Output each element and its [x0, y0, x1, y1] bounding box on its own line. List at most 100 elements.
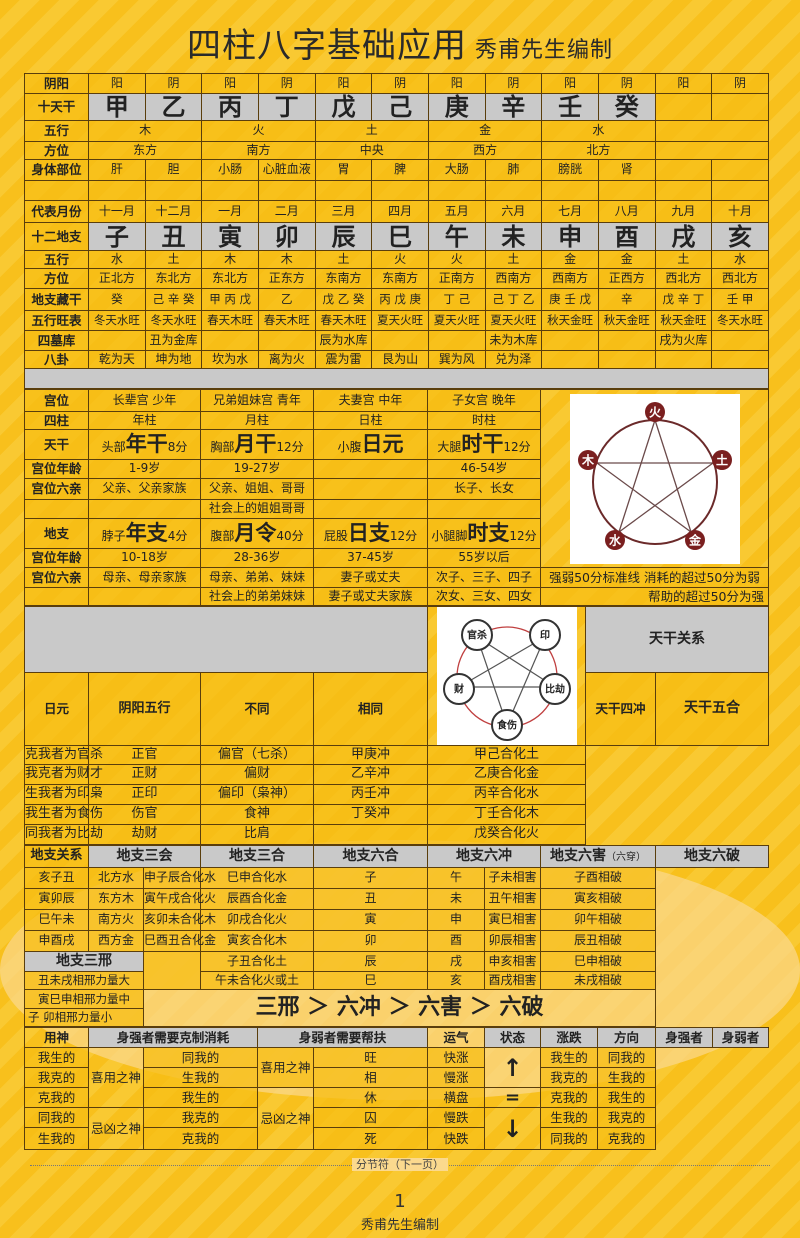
- cell: 正东方: [257, 268, 316, 289]
- cell: [201, 330, 259, 351]
- cell: 五月: [427, 200, 486, 223]
- col-header: 方向: [597, 1027, 657, 1048]
- cell: 水: [88, 250, 146, 269]
- cell: [711, 350, 769, 369]
- shishen-node: 财: [453, 683, 464, 696]
- score: 12分: [389, 529, 418, 543]
- score: 8分: [167, 440, 188, 454]
- cell: 戊: [314, 93, 373, 121]
- cell: 申子辰合化水: [143, 867, 216, 889]
- section-break-label: 分节符（下一页）: [0, 1158, 800, 1172]
- cell: 寅: [201, 222, 259, 251]
- cell: 北方水: [88, 867, 144, 889]
- cell: [541, 180, 599, 201]
- useful-god-table: 用神 身强者需要克制消耗 身弱者需要帮扶 运气 状态 涨跌 方向 身强者 身弱者…: [24, 1027, 770, 1150]
- equal-icon: =: [484, 1087, 542, 1108]
- col-header: 涨跌: [540, 1027, 599, 1048]
- pillar-cell: 小腿脚时支12分: [427, 518, 541, 549]
- cell: 正印: [88, 784, 201, 805]
- cell: 三月: [314, 200, 373, 223]
- group-label: 喜用之神: [88, 1047, 144, 1108]
- cell: 辰: [313, 951, 428, 972]
- cell: 肝: [88, 159, 146, 181]
- shishen-node: 官杀: [467, 629, 487, 642]
- col-header: 地支六冲: [427, 845, 541, 868]
- wuxing-node-circle: [644, 401, 665, 422]
- cell: [654, 159, 713, 181]
- cell: 28-36岁: [200, 548, 314, 568]
- cell: 离为火: [257, 350, 316, 369]
- cell: 胆: [144, 159, 203, 181]
- cell: 生我者为印枭: [24, 784, 103, 805]
- score: 40分: [276, 529, 304, 543]
- cell: 次女、三女、四女: [427, 587, 541, 606]
- pillar-cell: 头部年干8分: [88, 429, 201, 460]
- section-divider: [24, 368, 769, 389]
- cell: 午: [427, 867, 485, 889]
- cell: [24, 499, 89, 519]
- cell: 肾: [597, 159, 656, 181]
- cell: 辛: [597, 288, 656, 311]
- cell: 九月: [654, 200, 713, 223]
- cell: [654, 141, 769, 160]
- cell: 酉: [597, 222, 656, 251]
- cell: 横盘: [427, 1087, 486, 1108]
- cell: 丁壬合化木: [427, 804, 586, 825]
- cell: 十二月: [144, 200, 203, 223]
- stems-branches-table: 阴阳阳阴阳阴阳阴阳阴阳阴阳阴十天干甲乙丙丁戊己庚辛壬癸五行木火土金水方位 东方 南方…: [24, 73, 769, 389]
- cell: 我克的: [597, 1107, 657, 1128]
- cell: 囚: [313, 1107, 429, 1128]
- pillar-name: 时干: [461, 432, 504, 456]
- cell: 克我者为官杀: [24, 745, 103, 765]
- cell: 我克的: [540, 1067, 599, 1088]
- cell: 震为雷: [314, 350, 373, 369]
- cell: 坎为水: [201, 350, 259, 369]
- cell: 丙: [201, 93, 259, 121]
- table-row: 方位 正北方 东北方 东北方 正东方 东南方 东南方 正南方 西南方 西南方 正西方 西北方 西北方: [24, 268, 769, 289]
- cell: 同我的: [24, 1107, 89, 1128]
- cell: 戊癸合化火: [427, 824, 586, 845]
- cell: 子酉相破: [540, 867, 656, 889]
- cell: 冬天水旺: [88, 310, 146, 331]
- col-header: 相同: [313, 672, 428, 746]
- cell: 长子、长女: [427, 478, 541, 500]
- cell: 丙辛合化水: [427, 784, 586, 805]
- cell: 肺: [484, 159, 543, 181]
- branch-relations-label: 地支关系: [24, 845, 89, 868]
- cell: 同我的: [142, 1047, 259, 1068]
- cell: 己 辛 癸: [144, 288, 203, 311]
- row-label: 宫位六亲: [24, 567, 89, 588]
- cell: 壬: [541, 93, 599, 121]
- title-text: 四柱八字基础应用: [186, 26, 467, 66]
- table-row: 亥子丑 北方水 申子辰合化水 巳申合化水子午子未相害 子酉相破: [24, 867, 769, 889]
- cell: 丑午相害: [484, 888, 541, 910]
- score: 4分: [167, 529, 188, 543]
- col-header: 地支三合: [200, 845, 314, 868]
- cell: 卯午相破: [540, 909, 656, 931]
- table-row: 申酉戌 西方金 巳酉丑合化金 寅亥合化木卯酉卯辰相害 辰丑相破: [24, 930, 769, 952]
- cell: 日柱: [313, 411, 428, 430]
- body-part: 脖子: [101, 529, 126, 543]
- row-label: 五行旺表: [24, 310, 89, 331]
- cell: 10-18岁: [88, 548, 201, 568]
- cell: 克我的: [24, 1087, 89, 1108]
- cell: 生我的: [24, 1127, 89, 1150]
- cell: 母亲、弟弟、妹妹: [200, 567, 314, 588]
- cell: 阳: [427, 73, 486, 94]
- cell: 北方: [541, 141, 656, 160]
- shishen-node: 比劫: [545, 683, 565, 696]
- cell: 我克的: [24, 1067, 89, 1088]
- cell: 辰丑相破: [540, 930, 656, 952]
- pillar-name: 日支: [347, 521, 390, 545]
- footer-author: 秀甫先生编制: [360, 1218, 439, 1233]
- wuxing-cycle-diagram: 火土金 水 木: [569, 393, 740, 564]
- col-header: 身强者需要克制消耗: [87, 1027, 259, 1048]
- ten-gods-diagram-cell: 官杀 印比劫 食伤 财: [427, 606, 586, 746]
- cell: 正财: [88, 764, 201, 785]
- cell: 夏天火旺: [427, 310, 486, 331]
- cell: 我克者为财才: [24, 764, 103, 785]
- up-arrow-icon: ↑: [484, 1047, 542, 1088]
- cell: 我生的: [540, 1047, 599, 1068]
- cell: [711, 93, 769, 121]
